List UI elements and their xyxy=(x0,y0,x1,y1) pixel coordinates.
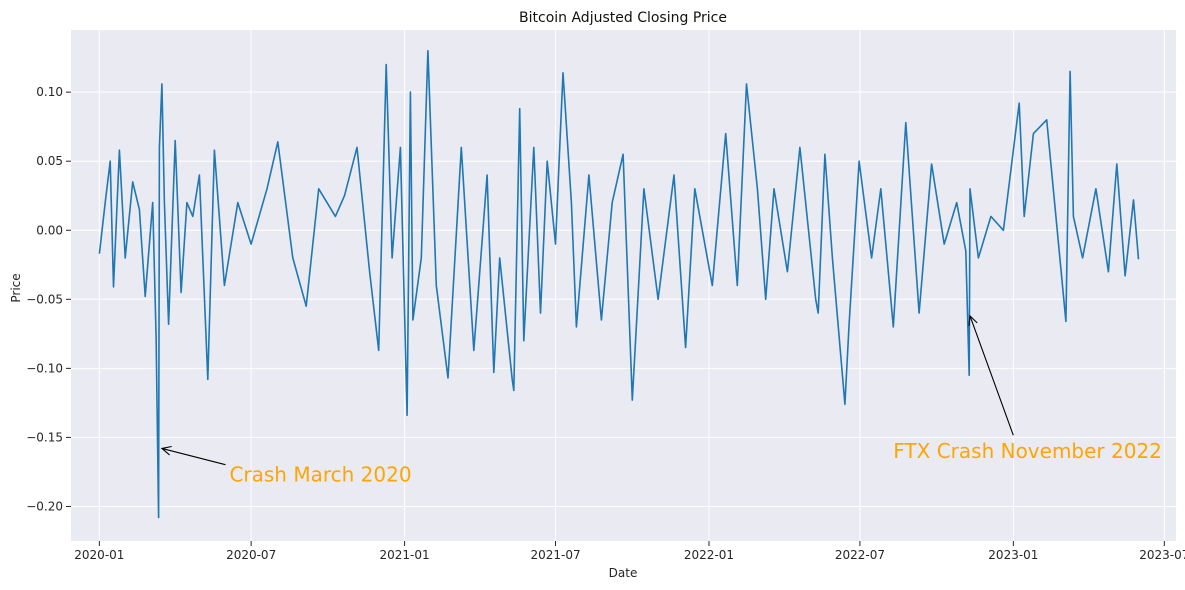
x-axis-label: Date xyxy=(609,566,638,580)
x-tick-label: 2021-01 xyxy=(380,548,430,562)
annotation-label: Crash March 2020 xyxy=(229,463,411,487)
y-tick-label: −0.20 xyxy=(26,499,63,513)
x-tick-label: 2021-07 xyxy=(530,548,580,562)
annotations: Crash March 2020 FTX Crash November 2022 xyxy=(160,314,1162,487)
x-tick-label: 2020-07 xyxy=(226,548,276,562)
x-tick-label: 2022-01 xyxy=(684,548,734,562)
chart-title: Bitcoin Adjusted Closing Price xyxy=(519,10,727,26)
price-series-line xyxy=(98,49,1140,519)
annotation-arrowhead xyxy=(968,314,978,326)
annotation-arrow xyxy=(969,315,1014,436)
x-axis: 2020-01 2020-07 2021-01 2021-07 2022-01 2022-… xyxy=(74,541,1185,562)
x-tick-label: 2023-01 xyxy=(988,548,1038,562)
annotation-label: FTX Crash November 2022 xyxy=(893,439,1162,463)
plot-area xyxy=(71,30,1176,541)
annotation-arrow xyxy=(161,447,226,466)
x-tick-label: 2022-07 xyxy=(835,548,885,562)
y-tick-label: 0.05 xyxy=(36,154,63,168)
y-tick-label: −0.10 xyxy=(26,361,63,375)
y-axis: 0.10 0.05 0.00 −0.05 −0.10 −0.15 −0.20 xyxy=(26,85,71,513)
series-group xyxy=(98,49,1140,519)
x-tick-label: 2020-01 xyxy=(74,548,124,562)
annotation-arrowhead xyxy=(160,445,172,456)
x-tick-label: 2023-07 xyxy=(1139,548,1185,562)
y-tick-label: 0.10 xyxy=(36,85,63,99)
y-tick-label: −0.05 xyxy=(26,292,63,306)
y-axis-label: Price xyxy=(9,273,23,302)
y-tick-label: −0.15 xyxy=(26,430,63,444)
y-tick-label: 0.00 xyxy=(36,223,63,237)
